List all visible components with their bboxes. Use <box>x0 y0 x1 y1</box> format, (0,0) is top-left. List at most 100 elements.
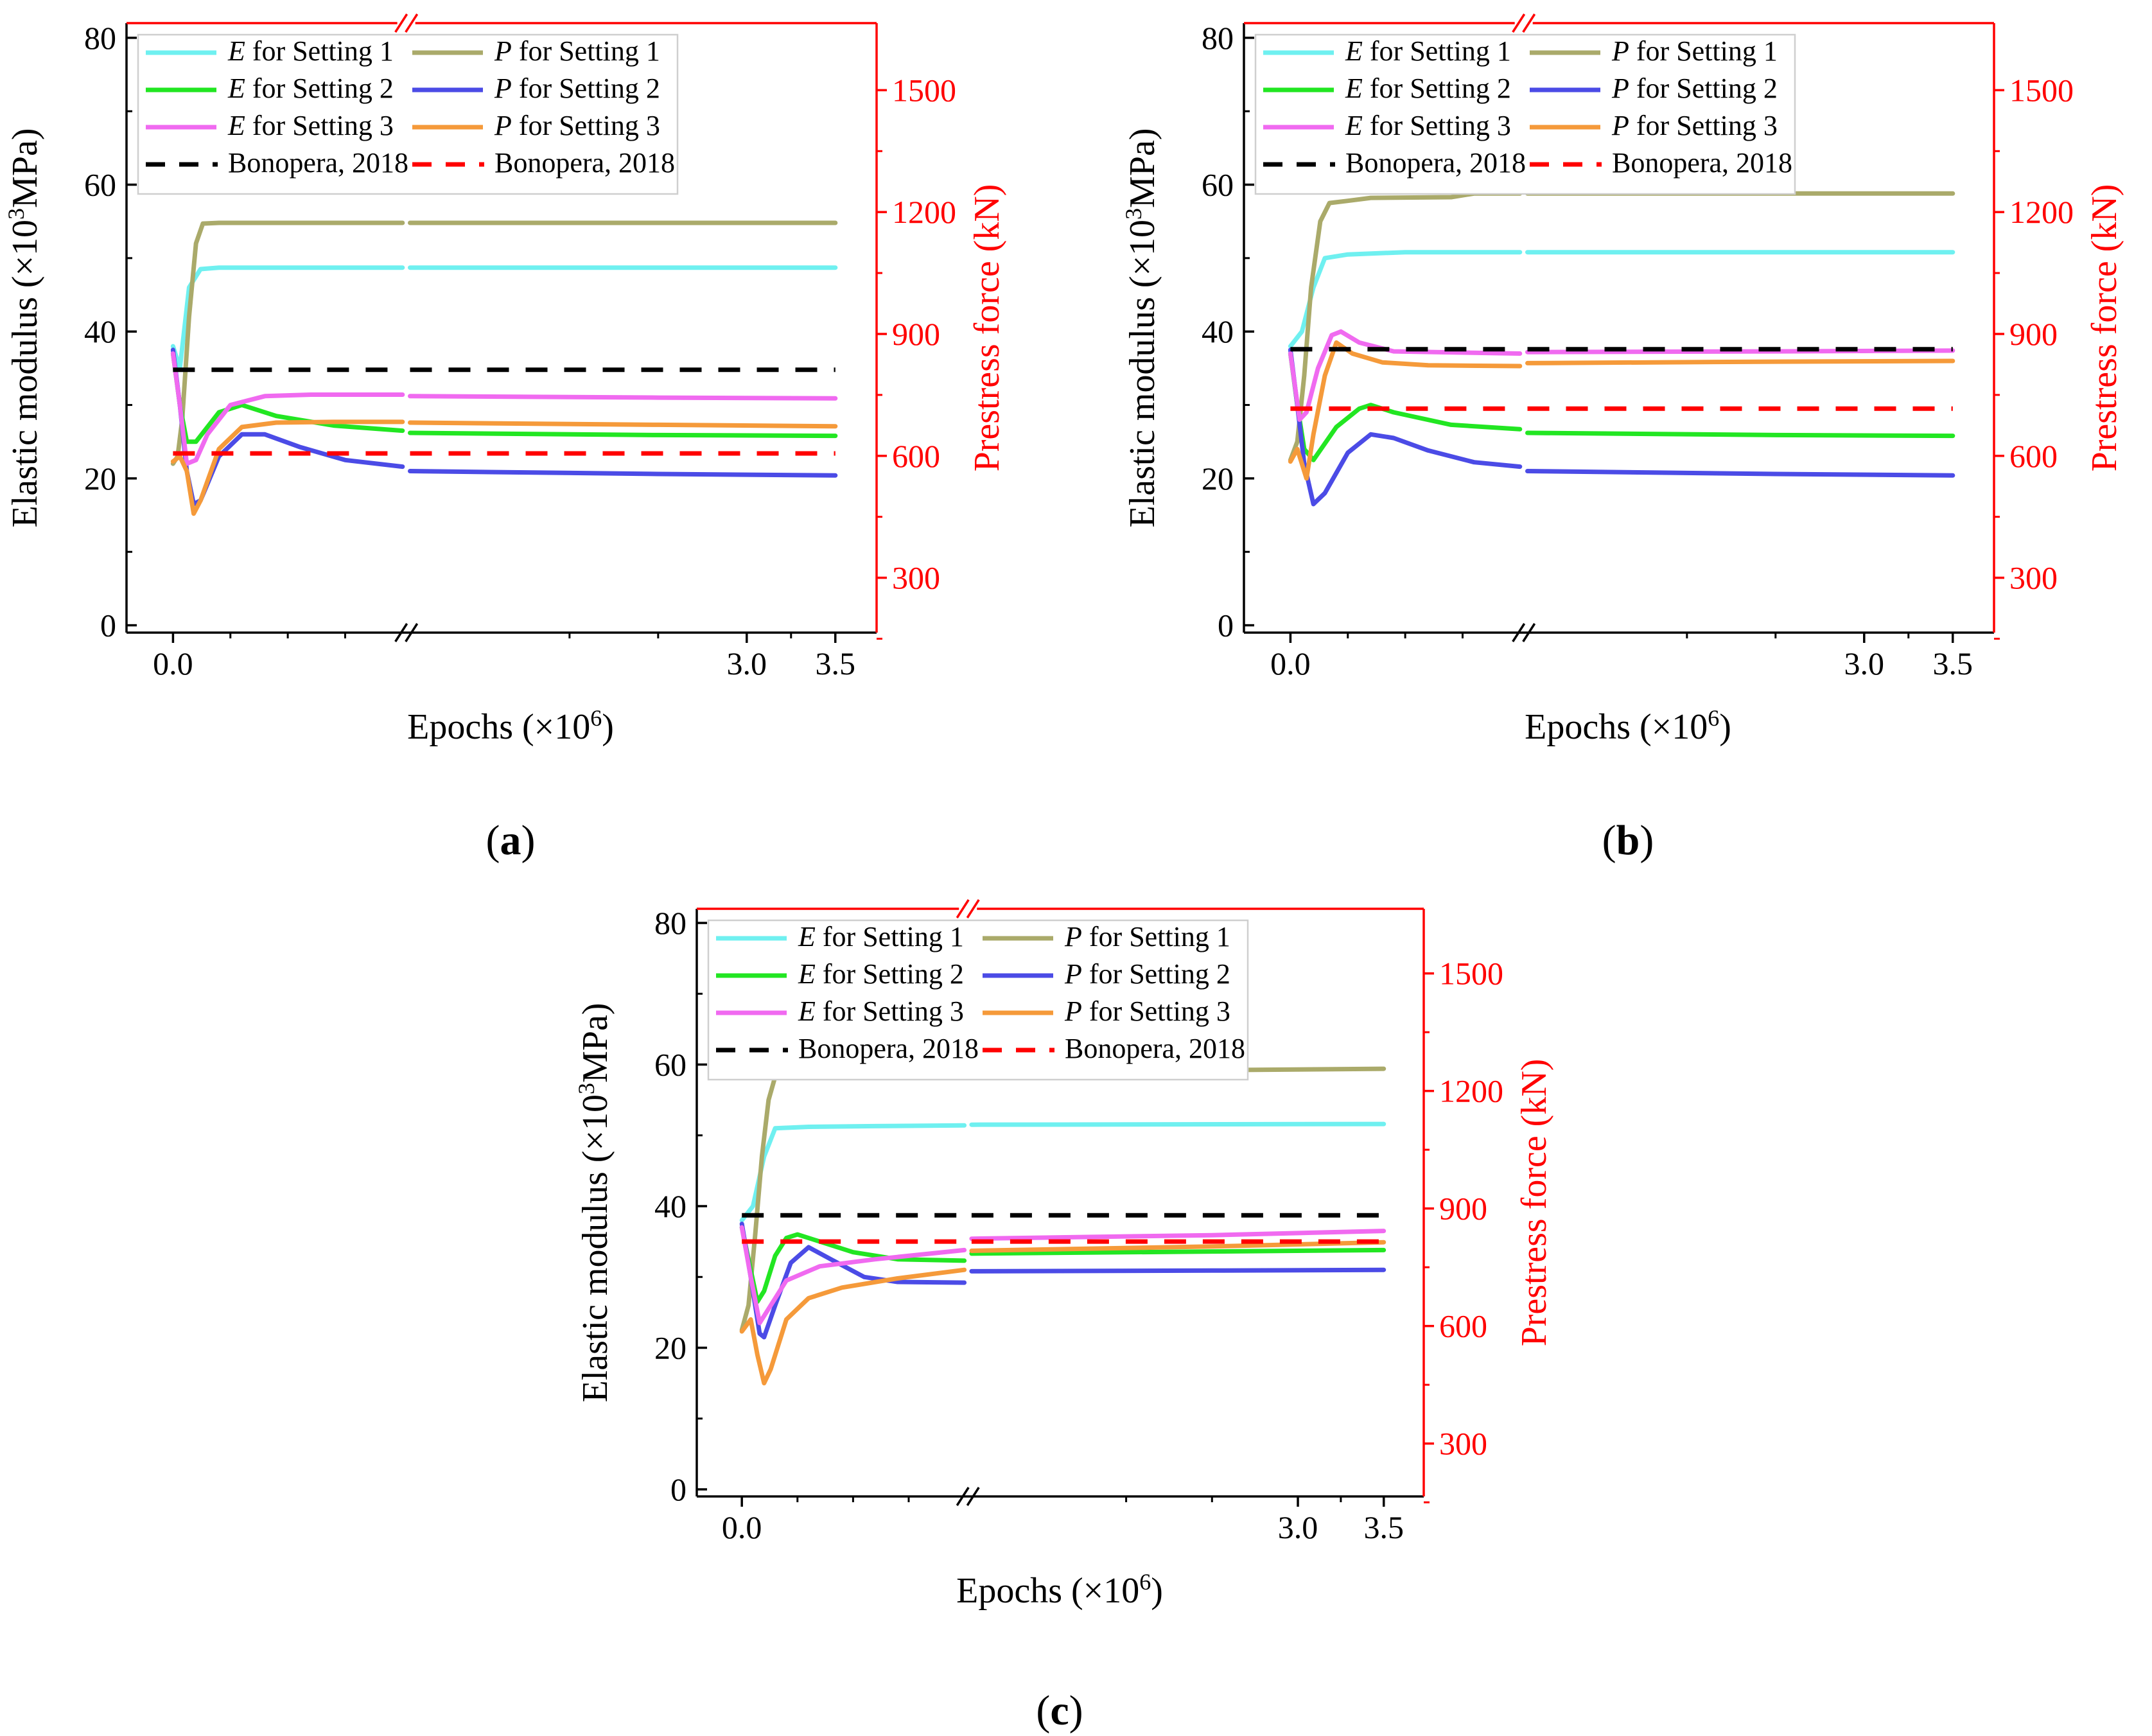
series-line-2-1 <box>969 1247 1387 1256</box>
legend-label-text: for Setting 1 <box>816 921 964 952</box>
legend-label-text: for Setting 2 <box>1363 73 1511 104</box>
series-line-1-0 <box>1288 191 1523 462</box>
axis-title-superscript: 3 <box>573 1083 599 1094</box>
legend-label: P for Setting 3 <box>1611 110 1778 141</box>
legend-label: E for Setting 3 <box>798 995 964 1027</box>
axis-title-part: MPa) <box>575 1003 615 1083</box>
series-line-2-1 <box>408 430 838 439</box>
series-line-0-0 <box>739 1123 967 1223</box>
x-tick-label: 3.0 <box>1278 1509 1318 1545</box>
axis-title-part: Elastic modulus (×10 <box>1123 220 1162 528</box>
top-axis-break-mark-0 <box>1512 13 1526 33</box>
x-axis-break-mark-0 <box>394 623 408 642</box>
axis-title-part: MPa) <box>1123 128 1162 208</box>
legend-label: Bonopera, 2018 <box>1065 1033 1245 1064</box>
legend-label-text: for Setting 2 <box>512 73 660 104</box>
legend-label-symbol: E <box>798 921 816 952</box>
axis-title-part: ) <box>1719 707 1731 747</box>
y-tick-label-left: 80 <box>654 905 687 941</box>
legend-label: P for Setting 2 <box>1064 958 1230 990</box>
legend-label: P for Setting 2 <box>1611 73 1778 104</box>
axis-title-superscript: 3 <box>3 208 29 220</box>
series-group <box>170 220 838 516</box>
legend-label-text: for Setting 1 <box>1082 921 1230 952</box>
caption-letter: a <box>500 817 521 864</box>
legend-label-symbol: P <box>1064 921 1082 952</box>
series-line-3-1 <box>1525 469 1955 478</box>
y-tick-label-right: 900 <box>1439 1191 1487 1227</box>
y-axis-title-right: Prestress force (kN) <box>2085 184 2124 472</box>
series-line-1-0 <box>170 220 405 466</box>
legend-label-symbol: E <box>1345 73 1363 104</box>
y-tick-label-left: 0 <box>100 608 116 644</box>
chart-panel-1: 0 20 40 60 80 300 600 900 1200 1500 0.0 3.0 3.5 Epoch… <box>1121 13 2124 864</box>
legend-label-symbol: P <box>494 35 512 67</box>
y-tick-label-right: 600 <box>2009 438 2058 474</box>
legend-label: E for Setting 2 <box>798 958 964 990</box>
legend-label: Bonopera, 2018 <box>228 147 408 179</box>
y-tick-label-right: 300 <box>1439 1426 1487 1462</box>
caption-paren: ( <box>486 817 500 864</box>
y-tick-label-right: 1200 <box>892 194 956 230</box>
series-line-4-1 <box>408 394 838 401</box>
y-tick-label-right: 900 <box>2009 316 2058 352</box>
axis-title-part: Elastic modulus (×10 <box>5 220 45 528</box>
caption-paren: ( <box>1602 817 1616 864</box>
x-tick-label: 3.0 <box>727 645 767 681</box>
panel-caption: (c) <box>1036 1687 1083 1734</box>
caption-letter: b <box>1616 817 1640 864</box>
legend-label-symbol: P <box>1064 958 1082 990</box>
legend-label-text: for Setting 2 <box>1629 73 1778 104</box>
legend-label: E for Setting 2 <box>1345 73 1511 104</box>
legend-box <box>137 33 679 195</box>
caption-paren: ) <box>1069 1687 1083 1734</box>
series-line-5-0 <box>170 419 405 516</box>
y-tick-label-left: 60 <box>654 1047 687 1083</box>
y-tick-label-left: 80 <box>1202 20 1234 56</box>
chart-panel-2: 0 20 40 60 80 300 600 900 1200 1500 0.0 3.0 3.5 Epoch… <box>573 899 1554 1734</box>
legend-label: E for Setting 2 <box>227 73 394 104</box>
legend-label-text: for Setting 1 <box>1629 35 1778 67</box>
legend-label-text: for Setting 2 <box>816 958 964 990</box>
legend-label-symbol: P <box>1611 110 1629 141</box>
y-tick-label-right: 1500 <box>1439 956 1503 992</box>
series-line-0-0 <box>1288 250 1523 349</box>
series-line-2-1 <box>1525 430 1955 439</box>
legend-label: Bonopera, 2018 <box>494 147 675 179</box>
legend-label: Bonopera, 2018 <box>1612 147 1792 179</box>
axis-title-superscript: 6 <box>590 705 602 731</box>
legend-label: E for Setting 1 <box>227 35 394 67</box>
top-axis-break-mark-1 <box>405 13 419 33</box>
axis-title-superscript: 3 <box>1121 208 1146 220</box>
y-axis-title-right: Prestress force (kN) <box>1514 1059 1554 1347</box>
legend-label-text: for Setting 1 <box>1363 35 1511 67</box>
y-tick-label-right: 1200 <box>1439 1073 1503 1109</box>
y-tick-label-right: 1500 <box>892 72 956 108</box>
y-axis-title-left: Elastic modulus (×103MPa) <box>1121 128 1162 528</box>
x-axis-title: Epochs (×106) <box>1525 705 1731 747</box>
x-axis-title: Epochs (×106) <box>956 1569 1163 1611</box>
legend-label: E for Setting 1 <box>1345 35 1511 67</box>
series-line-3-0 <box>739 1222 967 1340</box>
x-tick-label: 3.5 <box>1363 1509 1404 1545</box>
legend-label-text: for Setting 3 <box>1629 110 1778 141</box>
y-tick-label-left: 40 <box>1202 313 1234 349</box>
y-tick-label-right: 1500 <box>2009 72 2074 108</box>
legend-box <box>707 919 1249 1081</box>
chart-panel-0: 0 20 40 60 80 300 600 900 1200 1500 0.0 3.0 3.5 Epoch… <box>3 13 1007 864</box>
caption-letter: c <box>1050 1687 1069 1734</box>
y-tick-label-left: 60 <box>1202 167 1234 203</box>
y-tick-label-left: 0 <box>670 1471 687 1507</box>
y-tick-label-left: 60 <box>84 167 116 203</box>
x-tick-label: 0.0 <box>153 645 193 681</box>
series-line-1-0 <box>739 1071 967 1333</box>
series-line-5-1 <box>408 420 838 429</box>
y-tick-label-right: 600 <box>1439 1308 1487 1344</box>
series-line-5-0 <box>1288 340 1523 481</box>
axis-title-part: Epochs (×10 <box>1525 707 1708 747</box>
top-axis-break-mark-1 <box>966 899 980 918</box>
series-line-4-0 <box>170 351 405 466</box>
legend-label: E for Setting 1 <box>798 921 964 952</box>
axis-title-part: Epochs (×10 <box>956 1571 1139 1611</box>
y-tick-label-right: 300 <box>2009 560 2058 596</box>
